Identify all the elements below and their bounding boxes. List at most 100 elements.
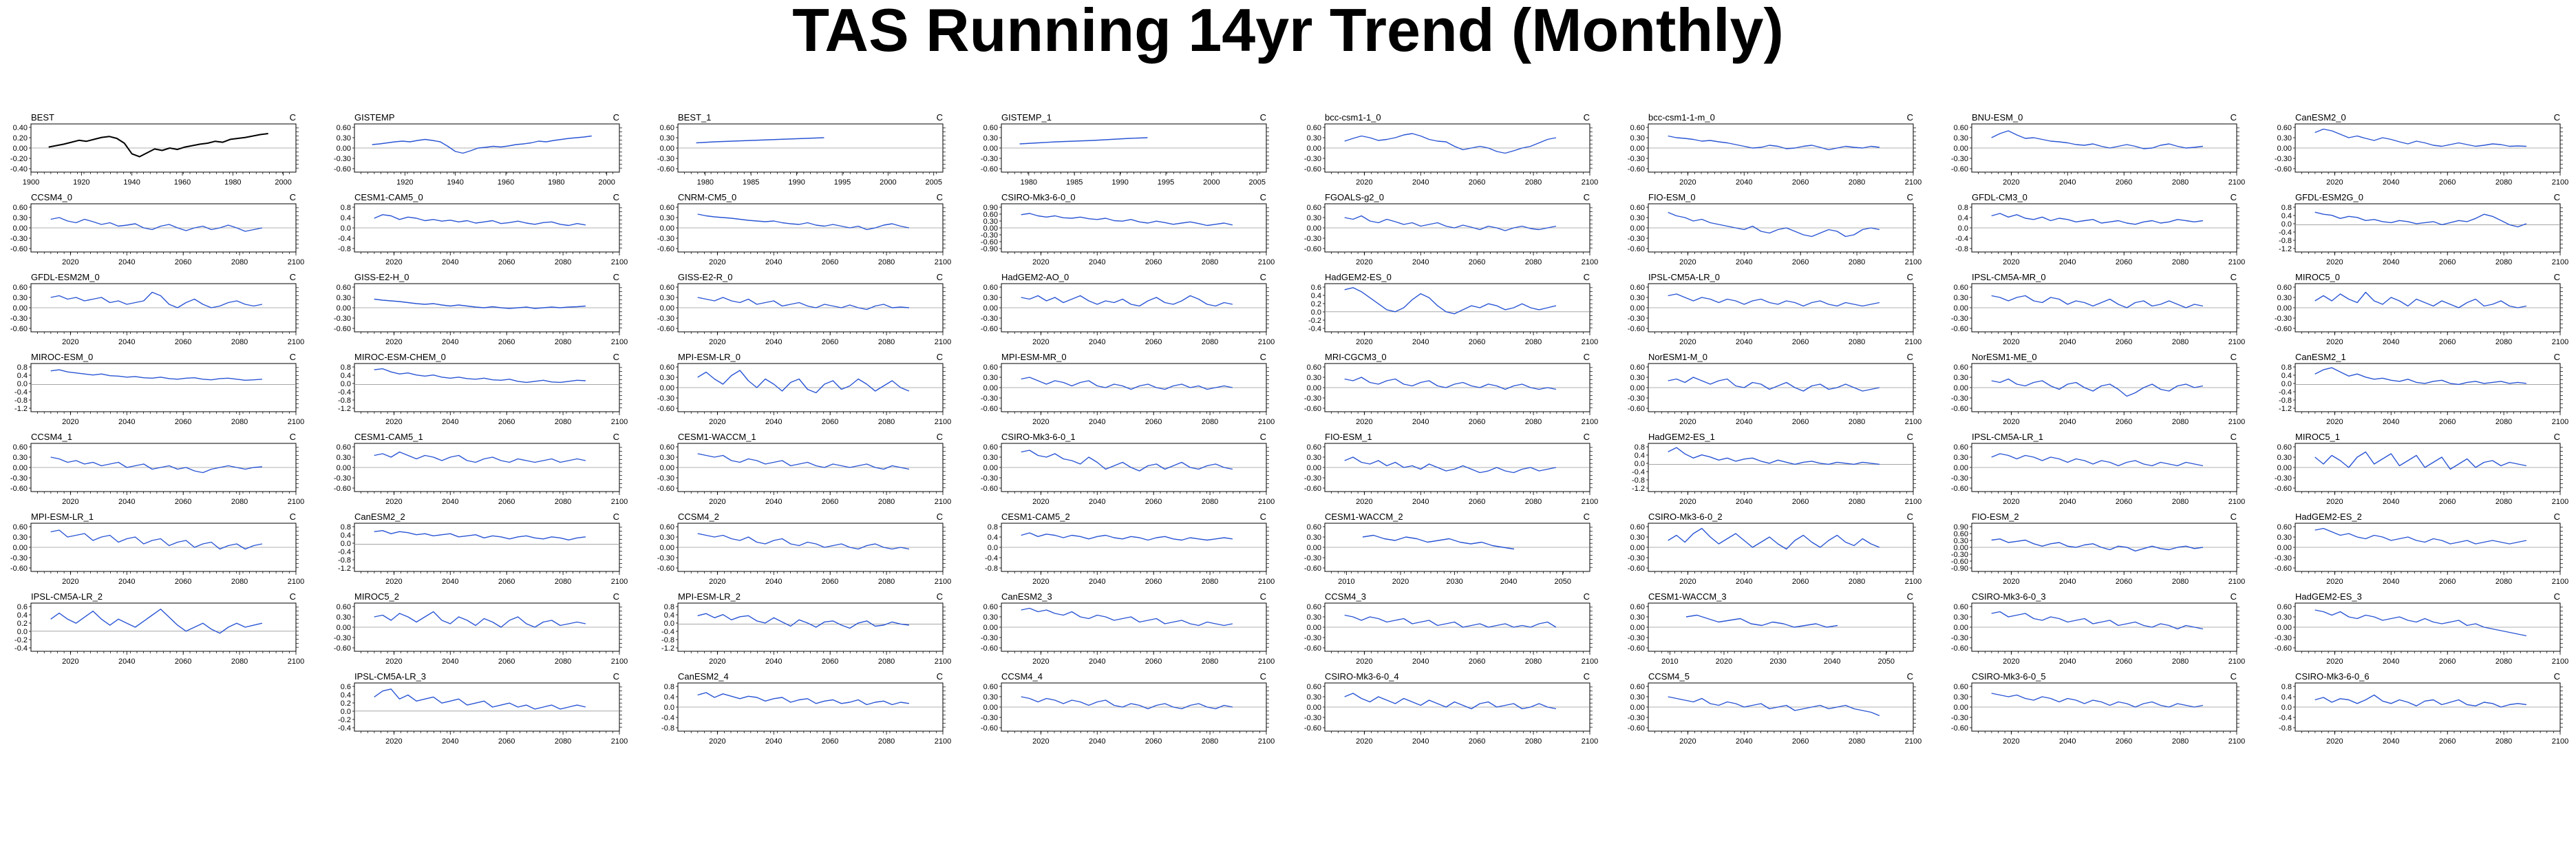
x-tick-label: 2040	[1736, 338, 1752, 346]
x-tick-label: 2080	[1202, 338, 1218, 346]
x-tick-label: 2080	[555, 737, 571, 746]
y-tick-label: 0.00	[1630, 624, 1645, 632]
x-tick-label: 2060	[822, 498, 838, 506]
panel-units: C	[1260, 671, 1266, 682]
chart-panel: CNRM-CM5_0 C 0.60 0.30 0.00 -0.30 -0.60 2020 204…	[657, 192, 951, 266]
y-tick-label: -0.4	[338, 724, 351, 733]
panel-units: C	[1907, 591, 1913, 602]
chart-panel: GISS-E2-R_0 C 0.60 0.30 0.00 -0.30 -0.60 2020 20…	[657, 272, 951, 346]
x-tick-label: 2060	[822, 338, 838, 346]
x-tick-label: 1980	[1021, 178, 1037, 187]
y-tick-label: -0.8	[2279, 237, 2292, 245]
y-tick-label: -0.30	[334, 315, 351, 323]
plot-frame	[30, 363, 297, 412]
y-tick-label: -0.60	[1304, 724, 1321, 733]
series-line	[1991, 378, 2204, 397]
panel-title: CCSM4_2	[678, 512, 719, 522]
x-tick-label: 2040	[1089, 578, 1105, 586]
panel-title: CSIRO-Mk3-6-0_6	[2295, 671, 2370, 682]
y-tick-label: 0.60	[660, 284, 674, 292]
y-tick-label: -0.30	[1628, 714, 1645, 722]
y-tick-label: 0.00	[1307, 464, 1321, 472]
y-tick-label: 0.60	[1307, 443, 1321, 452]
series-line	[2314, 451, 2527, 470]
y-tick-label: 0.60	[1954, 530, 1968, 538]
y-tick-label: 0.00	[660, 145, 674, 153]
y-tick-label: 0.00	[660, 464, 674, 472]
plot-frame	[354, 523, 620, 572]
y-tick-label: 0.00	[13, 145, 28, 153]
chart-panel: HadGEM2-ES_1 C 0.80.40.0-0.4-0.8-1.2 2020 20…	[1632, 432, 1922, 506]
y-tick-label: -0.30	[334, 155, 351, 163]
y-tick-label: 0.60	[1307, 523, 1321, 531]
y-tick-label: -0.30	[657, 474, 674, 483]
y-tick-label: 0.8	[664, 603, 674, 611]
chart-panel: FGOALS-g2_0 C 0.60 0.30 0.00 -0.30 -0.60 2020 20…	[1304, 192, 1598, 266]
x-tick-label: 2060	[2439, 418, 2456, 426]
x-tick-label: 2020	[385, 657, 402, 666]
y-tick-label: 0.30	[2277, 613, 2292, 622]
panel-title: IPSL-CM5A-LR_1	[1972, 432, 2043, 442]
x-tick-label: 2060	[498, 657, 515, 666]
chart-panel: CESM1-CAM5_1 C 0.60 0.30 0.00 -0.30 -0.60 2020 2…	[334, 432, 628, 506]
panel-units: C	[937, 432, 943, 442]
y-tick-label: 0.0	[341, 224, 351, 233]
y-tick-label: -0.60	[1628, 644, 1645, 653]
series-line	[48, 133, 268, 158]
panel-units: C	[2554, 671, 2560, 682]
y-tick-label: 0.60	[337, 284, 351, 292]
panel-title: CCSM4_0	[31, 192, 72, 202]
chart-panel: IPSL-CM5A-LR_0 C 0.60 0.30 0.00 -0.30 -0.60 202…	[1628, 272, 1922, 346]
x-tick-label: 2060	[1469, 338, 1485, 346]
series-line	[1344, 377, 1557, 390]
y-tick-label: 0.00	[1630, 544, 1645, 552]
y-tick-label: 0.30	[983, 294, 998, 302]
x-tick-label: 2100	[1905, 178, 1922, 187]
x-tick-label: 2040	[2059, 657, 2076, 666]
x-tick-label: 2040	[2383, 338, 2399, 346]
y-tick-label: 0.4	[1311, 292, 1321, 300]
panel-units: C	[613, 591, 619, 602]
x-tick-label: 2060	[175, 338, 191, 346]
y-tick-label: 0.60	[1630, 523, 1645, 531]
plot-frame	[2295, 363, 2561, 412]
series-line	[697, 533, 910, 550]
x-tick-label: 2080	[1525, 338, 1542, 346]
chart-panel: CESM1-CAM5_0 C 0.8 0.4 0.0 -0.4 -0.8 2020 2040 20…	[338, 192, 628, 266]
x-tick-label: 1995	[1158, 178, 1174, 187]
x-tick-label: 2020	[2003, 338, 2019, 346]
panel-title: HadGEM2-AO_0	[1001, 272, 1069, 282]
y-tick-label: -0.60	[981, 724, 998, 733]
x-tick-label: 2060	[498, 418, 515, 426]
x-tick-label: 2060	[1792, 418, 1809, 426]
y-tick-label: -0.30	[2275, 634, 2292, 642]
x-tick-label: 2050	[1554, 578, 1571, 586]
chart-panel: CSIRO-Mk3-6-0_2 C 0.60 0.30 0.00 -0.30 -0.60 20…	[1628, 512, 1922, 586]
panel-title: MIROC-ESM_0	[31, 352, 93, 362]
y-tick-label: -0.60	[981, 238, 998, 246]
y-tick-label: 0.60	[1307, 124, 1321, 132]
x-tick-label: 1985	[743, 178, 759, 187]
chart-panel: CanESM2_4 C 0.8 0.4 0.0 -0.4 -0.8 2020 2040 2060 2…	[661, 671, 951, 746]
series-line	[1668, 447, 1880, 465]
panel-units: C	[2554, 512, 2560, 522]
y-tick-label: -0.60	[1628, 724, 1645, 733]
chart-panel: FIO-ESM_0 C 0.60 0.30 0.00 -0.30 -0.60 2020 2040…	[1628, 192, 1922, 266]
y-tick-label: 0.30	[2277, 454, 2292, 462]
x-tick-label: 2040	[1412, 258, 1429, 266]
x-tick-label: 2060	[1145, 737, 1162, 746]
panel-units: C	[937, 192, 943, 202]
y-tick-label: 0.8	[17, 364, 28, 372]
panel-units: C	[1907, 512, 1913, 522]
x-tick-label: 2040	[765, 737, 782, 746]
y-tick-label: -0.60	[2275, 325, 2292, 333]
chart-panel: MIROC5_1 C 0.60 0.30 0.00 -0.30 -0.60 2020 2040 2…	[2275, 432, 2568, 506]
y-tick-label: 0.30	[1630, 613, 1645, 622]
x-tick-label: 2060	[498, 258, 515, 266]
y-tick-label: -0.60	[1628, 565, 1645, 573]
x-tick-label: 2040	[765, 338, 782, 346]
x-tick-label: 2080	[2172, 338, 2189, 346]
y-tick-label: -0.8	[14, 397, 28, 405]
panel-units: C	[1907, 272, 1913, 282]
plot-frame	[677, 602, 944, 652]
